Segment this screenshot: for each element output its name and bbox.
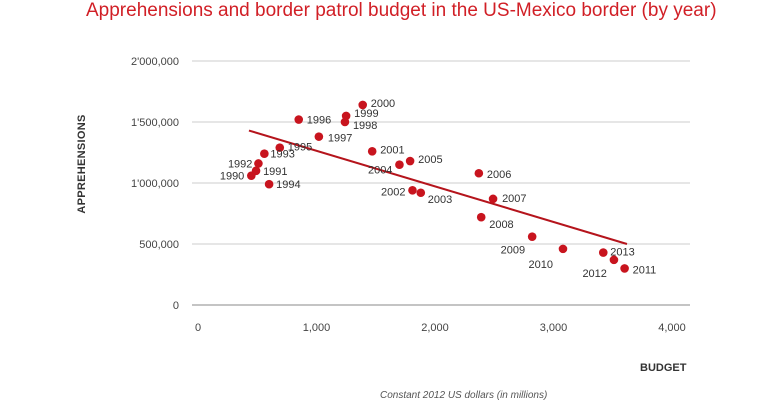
data-point-2012 [609,255,619,265]
data-point-2001 [367,146,377,156]
data-point-1993 [260,149,269,159]
trendline-path [248,129,628,245]
data-point-2008 [476,212,486,222]
point-label-1997: 1997 [328,133,352,145]
data-point-2002 [408,186,417,195]
grid-lines [192,60,690,306]
data-point-2006 [474,168,484,178]
point-label-2002: 2002 [381,186,405,198]
data-point-2007 [488,194,498,204]
point-label-2012: 2012 [582,268,606,280]
data-point-2004 [395,160,404,169]
x-tick-label: 0 [195,322,201,334]
point-label-2010: 2010 [528,259,552,271]
y-tick-label: 2'000,000 [131,56,179,68]
data-point-2010 [558,244,568,254]
point-label-2003: 2003 [428,194,452,206]
point-label-2008: 2008 [489,219,513,231]
x-tick-label: 1,000 [303,322,331,334]
x-tick-labels: 0 1,000 2,000 3,000 4,000 [195,322,686,334]
data-point-1995 [275,143,285,152]
trendline [248,129,628,245]
point-label-2004: 2004 [368,165,392,177]
point-label-2005: 2005 [418,154,442,166]
chart-title: Apprehensions and border patrol budget i… [86,0,717,21]
y-tick-label: 500,000 [139,239,179,251]
data-point-1992 [254,159,263,168]
y-tick-labels: 0 500,000 1'000,000 1'500,000 2'000,000 [131,56,179,312]
point-label-1993: 1993 [270,149,294,161]
data-point-2005 [405,156,415,166]
data-point-2009 [527,232,537,241]
units-note: Constant 2012 US dollars (in millions) [380,390,548,401]
data-points [247,100,629,273]
point-label-2007: 2007 [502,193,526,205]
x-axis-label: BUDGET [640,362,687,374]
point-label-1992: 1992 [228,158,252,170]
point-labels: 1990 1991 1992 1993 1994 1995 1996 199719981999… [220,98,656,280]
x-tick-label: 2,000 [421,322,449,334]
point-label-2006: 2006 [487,169,511,181]
point-label-1994: 1994 [276,179,300,191]
point-label-2011: 2011 [633,264,657,276]
data-point-1996 [294,115,304,124]
data-point-2003 [416,188,426,198]
data-point-2013 [598,248,608,257]
data-point-1994 [264,179,274,189]
point-label-1998: 1998 [353,120,377,132]
y-tick-label: 1'500,000 [131,117,179,129]
point-label-2009: 2009 [501,245,525,257]
point-label-1999: 1999 [354,108,378,120]
point-label-2000: 2000 [371,98,395,110]
data-point-2011 [620,264,629,273]
y-tick-label: 0 [173,300,179,312]
x-tick-label: 4,000 [658,322,686,334]
data-point-1997 [314,132,324,141]
y-tick-label: 1'000,000 [131,178,179,190]
data-point-2000 [358,100,368,110]
point-label-2013: 2013 [610,247,634,259]
point-label-1996: 1996 [307,115,331,127]
point-label-1995: 1995 [288,142,312,154]
point-label-2001: 2001 [380,144,404,156]
data-point-1999 [341,111,351,121]
point-label-1990: 1990 [220,171,244,183]
point-label-1991: 1991 [263,166,287,178]
x-tick-label: 3,000 [540,322,568,334]
data-point-1991 [251,166,261,176]
